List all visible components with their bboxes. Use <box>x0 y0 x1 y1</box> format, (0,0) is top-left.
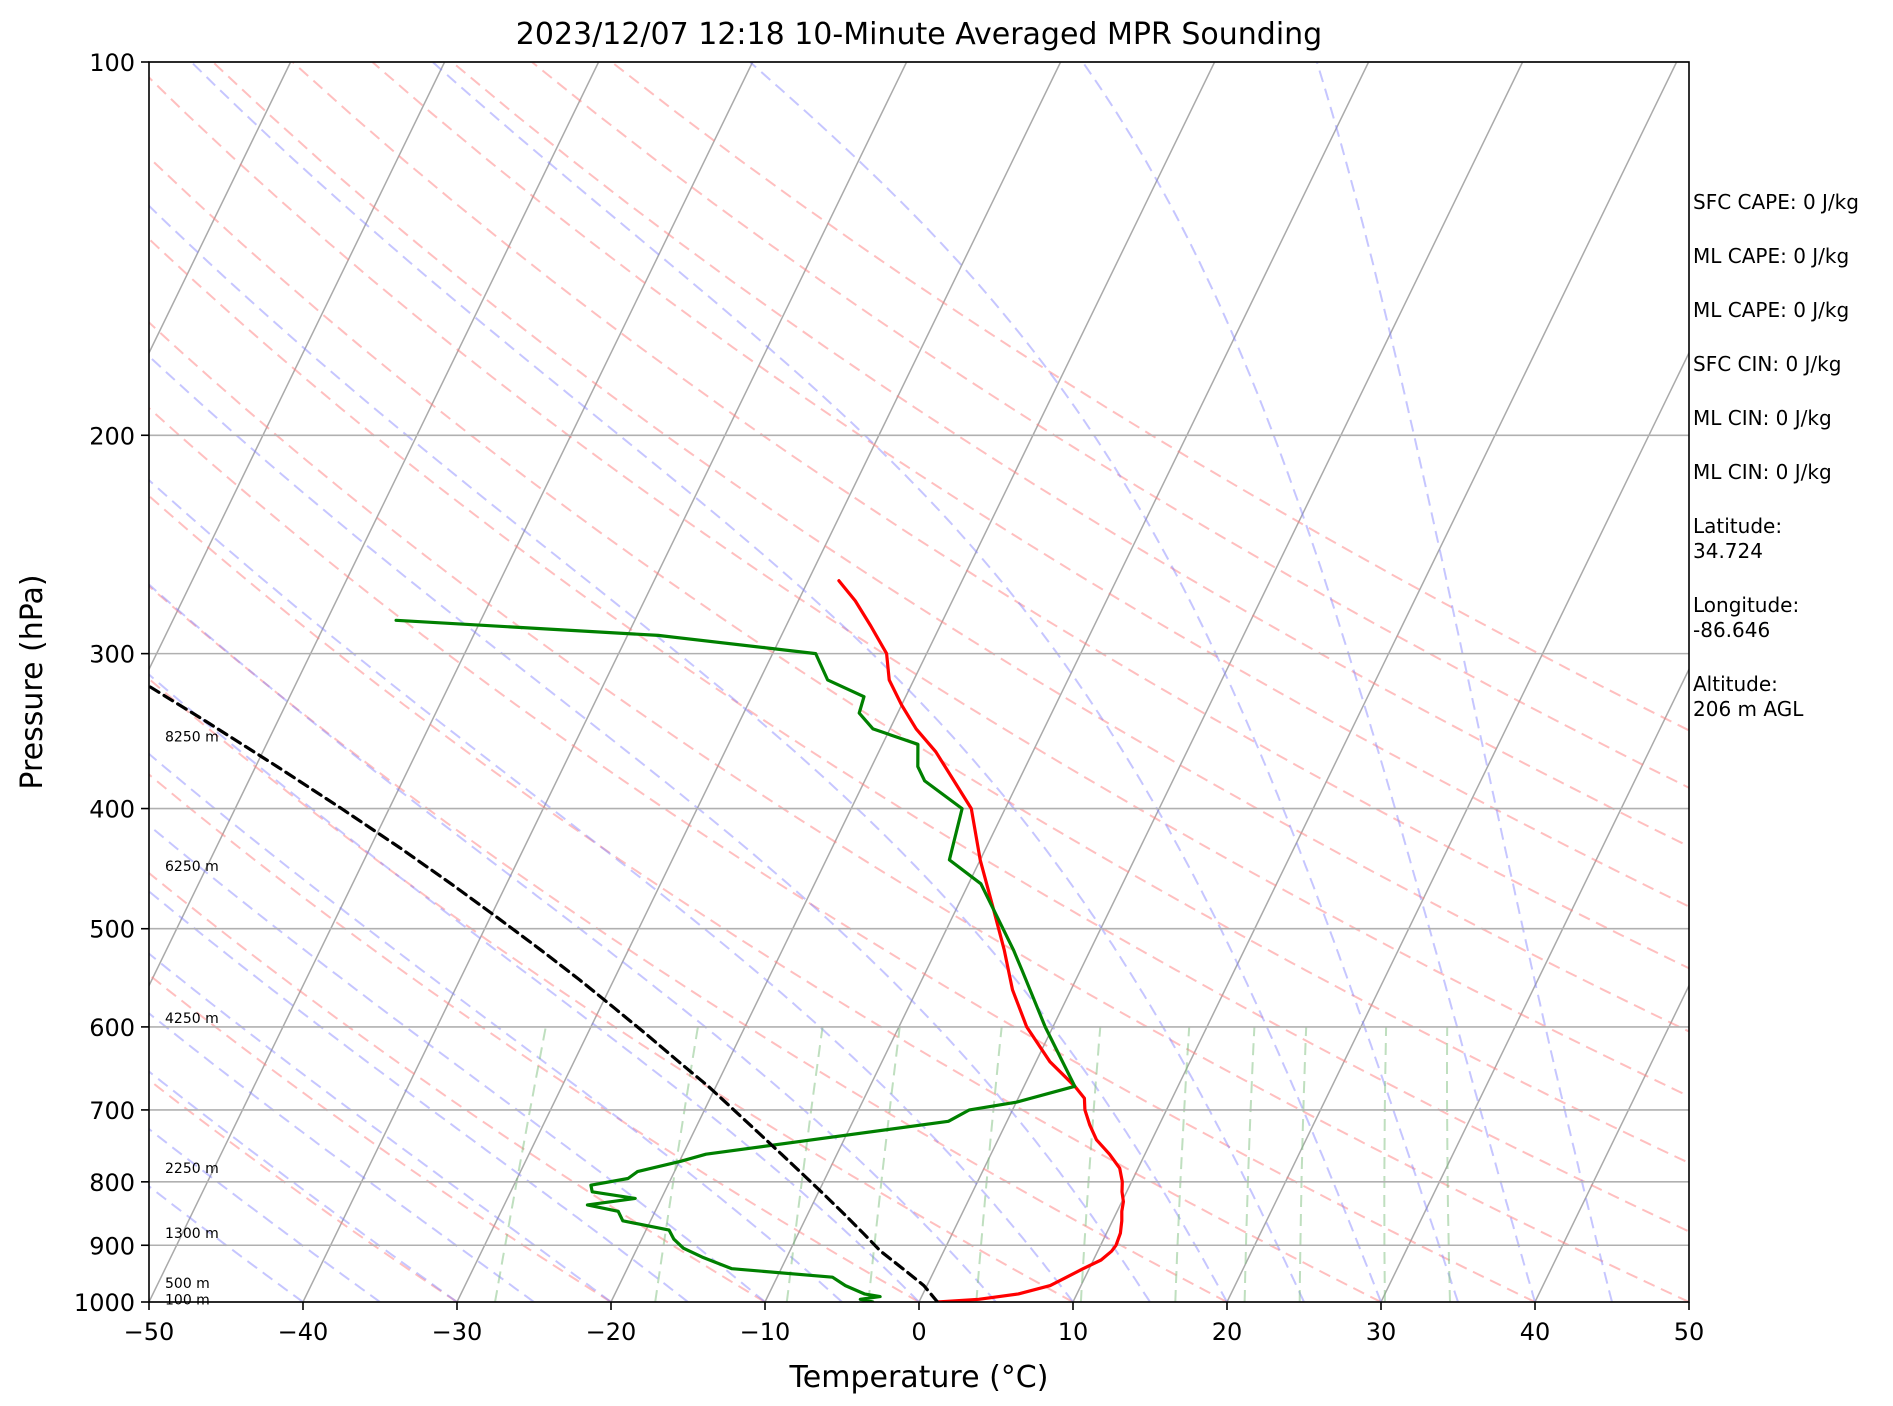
dry-adiabat-line <box>291 62 1689 970</box>
isotherm-line <box>1380 667 1689 1302</box>
isotherm-line <box>1226 351 1689 1302</box>
dry-adiabat-line <box>149 76 1689 1098</box>
x-tick-label: 20 <box>1212 1318 1243 1346</box>
x-tick-label: 30 <box>1366 1318 1397 1346</box>
isotherm-line <box>149 62 446 671</box>
sounding-parameter: ML CIN: 0 J/kg <box>1693 460 1832 484</box>
y-tick-label: 1000 <box>74 1289 135 1317</box>
moist-adiabat-line <box>149 354 1151 1302</box>
dry-adiabat-line <box>212 62 1689 1033</box>
isotherm-line <box>1534 983 1689 1302</box>
parcel-profile <box>149 684 940 1302</box>
moist-adiabat-line <box>149 673 920 1302</box>
dry-adiabat-line <box>149 156 1689 1165</box>
sounding-parameter: Latitude: 34.724 <box>1693 514 1783 563</box>
y-tick-label: 900 <box>89 1232 135 1260</box>
dry-adiabat-line <box>149 871 766 1302</box>
height-label: 1300 m <box>165 1226 219 1242</box>
moist-adiabat-line <box>1081 62 1536 1302</box>
moist-adiabat-line <box>149 583 997 1302</box>
moist-adiabat-line <box>149 890 689 1302</box>
x-tick-label: 10 <box>1058 1318 1089 1346</box>
x-axis-label: Temperature (°C) <box>789 1360 1049 1395</box>
x-tick-label: −40 <box>278 1318 329 1346</box>
x-tick-label: 50 <box>1674 1318 1705 1346</box>
height-label: 2250 m <box>165 1161 219 1177</box>
sounding-parameter: SFC CIN: 0 J/kg <box>1693 352 1842 376</box>
height-label: 6250 m <box>165 859 219 875</box>
x-tick-label: 40 <box>1520 1318 1551 1346</box>
sounding-profiles <box>149 579 1126 1302</box>
moist-adiabat-line <box>1315 62 1613 1302</box>
dry-adiabat-line <box>149 973 612 1302</box>
isotherm-line <box>149 62 754 1302</box>
y-tick-label: 800 <box>89 1169 135 1197</box>
y-tick-label: 600 <box>89 1014 135 1042</box>
moist-adiabat-line <box>149 478 1074 1302</box>
dry-adiabat-line <box>149 773 920 1302</box>
sounding-parameter: ML CAPE: 0 J/kg <box>1693 244 1850 268</box>
dry-adiabat-line <box>531 62 1689 789</box>
isotherm-line <box>149 62 292 355</box>
sounding-parameter: SFC CAPE: 0 J/kg <box>1693 190 1859 214</box>
moist-adiabat-line <box>149 752 843 1302</box>
isotherm-line <box>302 62 908 1302</box>
y-axis-label: Pressure (hPa) <box>15 574 50 789</box>
sounding-parameter: ML CIN: 0 J/kg <box>1693 406 1832 430</box>
sounding-parameter: Altitude: 206 m AGL <box>1693 672 1804 721</box>
moist-adiabat-line <box>149 824 766 1302</box>
dry-adiabat-line <box>149 1078 458 1302</box>
sounding-parameter: ML CAPE: 0 J/kg <box>1693 298 1850 322</box>
height-label: 500 m <box>165 1276 210 1292</box>
dry-adiabat-line <box>149 237 1689 1233</box>
moist-adiabat-line <box>749 62 1459 1302</box>
x-tick-label: −30 <box>432 1318 483 1346</box>
y-tick-label: 100 <box>89 49 135 77</box>
isotherm-line <box>764 62 1370 1302</box>
temperature-profile <box>837 579 1126 1302</box>
isotherm-line <box>149 62 600 988</box>
sounding-parameter: Longitude: -86.646 <box>1693 593 1800 642</box>
moist-adiabat-line <box>190 62 1305 1302</box>
y-tick-label: 700 <box>89 1097 135 1125</box>
y-tick-label: 200 <box>89 422 135 450</box>
y-tick-label: 300 <box>89 641 135 669</box>
dry-adiabat-line <box>149 677 1074 1302</box>
height-label: 8250 m <box>165 730 219 746</box>
isotherm-line <box>1072 62 1678 1302</box>
height-label: 4250 m <box>165 1011 219 1027</box>
moist-adiabat-line <box>431 62 1382 1302</box>
dry-adiabat-line <box>149 406 1536 1302</box>
chart-title: 2023/12/07 12:18 10-Minute Averaged MPR … <box>516 17 1322 52</box>
dry-adiabat-line <box>149 321 1689 1302</box>
x-axis-ticks: −50 −40 −30 −20 −10 0 10 20 30 40 50 <box>124 1302 1705 1346</box>
background-reference-lines <box>149 62 1689 1302</box>
isotherm-line <box>918 62 1524 1302</box>
dewpoint-profile <box>394 618 1077 1302</box>
y-tick-label: 400 <box>89 796 135 824</box>
isotherm-line <box>610 62 1216 1302</box>
y-axis-ticks: 1000 900 800 700 600 500 400 300 200 100 <box>74 49 149 1317</box>
x-tick-label: −20 <box>586 1318 637 1346</box>
moist-adiabat-line <box>149 952 612 1302</box>
dry-adiabat-line <box>149 494 1382 1302</box>
x-tick-label: −50 <box>124 1318 175 1346</box>
x-tick-label: 0 <box>911 1318 926 1346</box>
x-tick-label: −10 <box>740 1318 791 1346</box>
dry-adiabat-line <box>371 62 1689 908</box>
height-label: 100 m <box>165 1292 210 1308</box>
y-tick-label: 500 <box>89 916 135 944</box>
moist-adiabat-line <box>149 204 1228 1302</box>
isotherm-line <box>456 62 1062 1302</box>
